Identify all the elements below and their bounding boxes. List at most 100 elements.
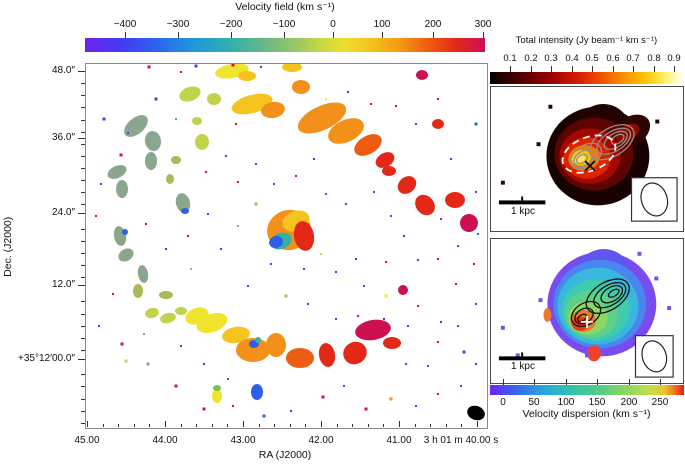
noise-dots — [95, 64, 479, 418]
x-axis-minor-tick — [352, 424, 354, 427]
intensity-colorbar-tick-label: 0.2 — [524, 53, 538, 64]
scale-bar — [498, 196, 546, 205]
velocity-dispersion-inset — [490, 238, 684, 384]
dispersion-scalebar-label: 1 kpc — [511, 361, 535, 372]
velocity-colorbar-tick — [483, 32, 484, 38]
intensity-colorbar-tick-label: 0.3 — [544, 53, 558, 64]
velocity-dispersion-map — [498, 248, 674, 378]
y-axis-minor-tick — [81, 325, 85, 327]
x-axis-minor-tick — [274, 424, 276, 427]
y-axis-minor-tick — [81, 131, 85, 133]
total-intensity-inset — [490, 86, 684, 232]
dispersion-colorbar-tick — [566, 379, 567, 385]
dispersion-colorbar-tick-label: 250 — [651, 397, 669, 408]
velocity-colorbar-tick-label: 300 — [474, 19, 492, 30]
x-axis-tick-label: 43.00 — [230, 435, 256, 446]
y-axis-major-tick — [78, 359, 85, 360]
velocity-colorbar-tick — [284, 32, 285, 38]
dispersion-colorbar-tick — [597, 379, 598, 385]
x-axis-minor-tick — [430, 424, 432, 427]
x-axis-minor-tick — [196, 424, 198, 427]
intensity-colorbar-title: Total intensity (Jy beam⁻¹ km s⁻¹) — [515, 35, 658, 46]
y-axis-minor-tick — [81, 252, 85, 254]
y-axis-tick-label: 12.0″ — [51, 279, 75, 290]
x-axis-minor-tick — [180, 424, 182, 427]
y-axis-minor-tick — [81, 107, 85, 109]
y-axis-major-tick — [78, 285, 85, 286]
velocity-map-panel — [85, 63, 488, 429]
x-axis-minor-tick — [336, 424, 338, 427]
beam-box — [634, 335, 674, 378]
intensity-scalebar-label: 1 kpc — [511, 206, 535, 217]
center-marker — [584, 160, 596, 172]
x-axis-major-tick — [477, 421, 478, 427]
x-axis-minor-tick — [461, 424, 463, 427]
intensity-colorbar — [490, 72, 684, 84]
intensity-colorbar-tick-label: 0.7 — [626, 53, 640, 64]
velocity-colorbar-tick — [125, 32, 126, 38]
y-axis-minor-tick — [81, 313, 85, 315]
y-axis-minor-tick — [81, 83, 85, 85]
intensity-colorbar-tick-label: 0.4 — [565, 53, 579, 64]
velocity-colorbar-tick — [333, 32, 334, 38]
y-axis-tick-label: 48.0″ — [51, 65, 75, 76]
intensity-colorbar-tick — [654, 66, 655, 72]
x-axis-major-tick — [165, 421, 166, 427]
x-axis-minor-tick — [383, 424, 385, 427]
x-axis-major-tick — [87, 421, 88, 427]
x-axis-major-tick — [399, 421, 400, 427]
dashed-ellipse — [561, 134, 617, 174]
x-axis-minor-tick — [227, 424, 229, 427]
intensity-colorbar-tick-label: 0.8 — [647, 53, 661, 64]
y-axis-minor-tick — [81, 386, 85, 388]
velocity-colorbar-tick-label: −400 — [113, 19, 137, 30]
velocity-colorbar-tick — [231, 32, 232, 38]
intensity-colorbar-tick — [613, 66, 614, 72]
y-axis-minor-tick — [81, 410, 85, 412]
y-axis-minor-tick — [81, 180, 85, 182]
y-axis-major-tick — [78, 213, 85, 214]
dispersion-colorbar-tick-label: 0 — [500, 397, 506, 408]
intensity-colorbar-tick-label: 0.6 — [606, 53, 620, 64]
velocity-colorbar — [85, 38, 485, 52]
y-axis-minor-tick — [81, 398, 85, 400]
x-axis-tick-label: 45.00 — [74, 435, 100, 446]
intensity-colorbar-tick — [633, 66, 634, 72]
y-axis-tick-label: +35°12′00.0″ — [18, 353, 75, 364]
intensity-colorbar-tick — [551, 66, 552, 72]
x-axis-minor-tick — [258, 424, 260, 427]
center-marker — [581, 315, 593, 328]
dispersion-colorbar-tick-label: 200 — [620, 397, 638, 408]
velocity-colorbar-title: Velocity field (km s⁻¹) — [235, 1, 335, 13]
dispersion-colorbar — [490, 385, 684, 395]
dispersion-colorbar-tick-label: 50 — [528, 397, 540, 408]
x-axis-tick-label: 42.00 — [308, 435, 334, 446]
y-axis-minor-tick — [81, 155, 85, 157]
y-axis-minor-tick — [81, 168, 85, 170]
y-axis-minor-tick — [81, 240, 85, 242]
x-axis-minor-tick — [211, 424, 213, 427]
x-axis-tick-label: 44.00 — [152, 435, 178, 446]
x-axis-tick-label: 3 h 01 m 40.00 s — [423, 435, 499, 446]
intensity-colorbar-tick — [510, 66, 511, 72]
velocity-colorbar-tick-label: −200 — [219, 19, 243, 30]
x-axis-label: RA (J2000) — [258, 449, 312, 461]
x-axis-minor-tick — [414, 424, 416, 427]
x-axis-minor-tick — [445, 424, 447, 427]
y-axis-minor-tick — [81, 119, 85, 121]
y-axis-minor-tick — [81, 337, 85, 339]
dispersion-colorbar-tick — [629, 379, 630, 385]
y-axis-major-tick — [78, 71, 85, 72]
x-axis-minor-tick — [118, 424, 120, 427]
intensity-colorbar-tick — [531, 66, 532, 72]
velocity-colorbar-tick-label: 100 — [373, 19, 391, 30]
x-axis-major-tick — [321, 421, 322, 427]
y-axis-minor-tick — [81, 277, 85, 279]
dispersion-colorbar-title: Velocity dispersion (km s⁻¹) — [522, 408, 651, 420]
beam-box — [630, 177, 678, 222]
velocity-colorbar-tick-label: 200 — [424, 19, 442, 30]
velocity-map — [95, 64, 485, 421]
velocity-colorbar-tick-label: −300 — [166, 19, 190, 30]
dispersion-colorbar-tick — [660, 379, 661, 385]
